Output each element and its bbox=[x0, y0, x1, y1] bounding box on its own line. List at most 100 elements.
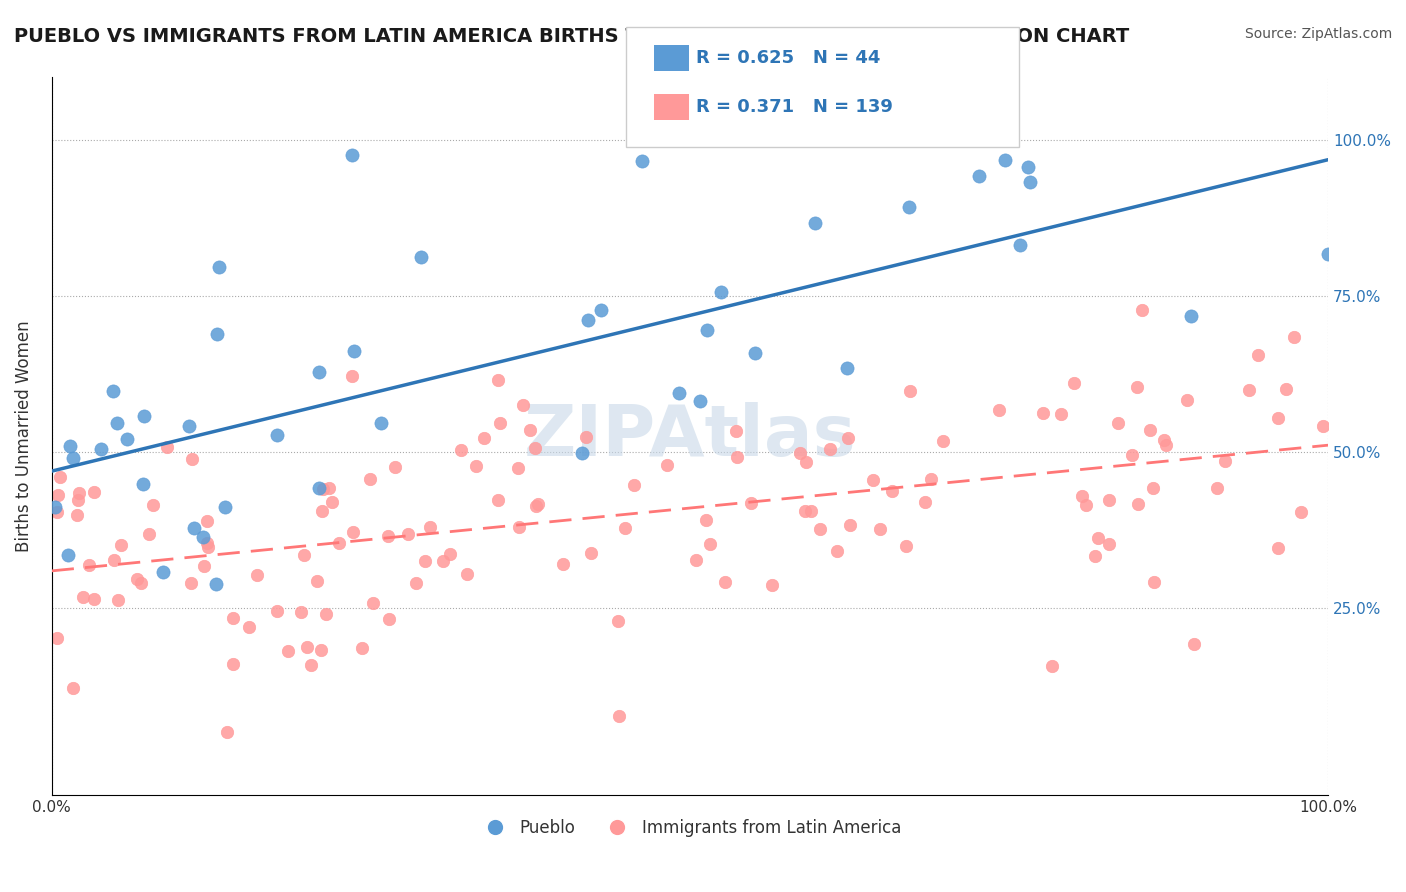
Point bbox=[1074, 498, 1097, 512]
Point bbox=[655, 458, 678, 473]
Point bbox=[1239, 383, 1261, 397]
Point bbox=[740, 496, 762, 510]
Point bbox=[1018, 176, 1040, 190]
Point bbox=[307, 574, 329, 588]
Point bbox=[156, 440, 179, 454]
Point bbox=[804, 216, 827, 230]
Point bbox=[488, 492, 510, 507]
Point bbox=[138, 527, 160, 541]
Point bbox=[725, 450, 748, 464]
Point bbox=[1312, 419, 1334, 434]
Point bbox=[967, 169, 990, 183]
Point bbox=[1275, 382, 1298, 396]
Point bbox=[1142, 482, 1164, 496]
Point bbox=[295, 640, 318, 654]
Point bbox=[384, 459, 406, 474]
Point bbox=[512, 398, 534, 412]
Point bbox=[342, 343, 364, 358]
Point bbox=[77, 558, 100, 572]
Point bbox=[195, 514, 218, 528]
Point bbox=[1008, 238, 1031, 252]
Point bbox=[689, 394, 711, 409]
Point bbox=[208, 260, 231, 275]
Point bbox=[1084, 549, 1107, 563]
Point bbox=[110, 538, 132, 552]
Point bbox=[49, 470, 72, 484]
Text: PUEBLO VS IMMIGRANTS FROM LATIN AMERICA BIRTHS TO UNMARRIED WOMEN CORRELATION CH: PUEBLO VS IMMIGRANTS FROM LATIN AMERICA … bbox=[14, 27, 1129, 45]
Point bbox=[894, 539, 917, 553]
Point bbox=[1154, 438, 1177, 452]
Point bbox=[519, 423, 541, 437]
Point bbox=[456, 566, 478, 581]
Point bbox=[214, 500, 236, 515]
Point bbox=[1213, 454, 1236, 468]
Point bbox=[1316, 247, 1339, 261]
Point bbox=[101, 384, 124, 398]
Point bbox=[67, 485, 90, 500]
Point bbox=[464, 458, 486, 473]
Point bbox=[825, 544, 848, 558]
Point bbox=[898, 384, 921, 399]
Legend: Pueblo, Immigrants from Latin America: Pueblo, Immigrants from Latin America bbox=[471, 813, 908, 844]
Point bbox=[1071, 489, 1094, 503]
Point bbox=[290, 605, 312, 619]
Point bbox=[370, 417, 392, 431]
Point bbox=[238, 619, 260, 633]
Point bbox=[794, 455, 817, 469]
Point bbox=[789, 446, 811, 460]
Point bbox=[342, 148, 364, 162]
Point bbox=[83, 592, 105, 607]
Point bbox=[835, 360, 858, 375]
Point bbox=[142, 498, 165, 512]
Y-axis label: Births to Unmarried Women: Births to Unmarried Women bbox=[15, 320, 32, 552]
Point bbox=[215, 725, 238, 739]
Point bbox=[486, 372, 509, 386]
Point bbox=[579, 546, 602, 560]
Point bbox=[277, 644, 299, 658]
Point bbox=[898, 200, 921, 214]
Point bbox=[193, 558, 215, 573]
Point bbox=[695, 512, 717, 526]
Point bbox=[46, 488, 69, 502]
Point bbox=[152, 566, 174, 580]
Text: Source: ZipAtlas.com: Source: ZipAtlas.com bbox=[1244, 27, 1392, 41]
Point bbox=[576, 313, 599, 327]
Point bbox=[411, 250, 433, 264]
Point bbox=[292, 549, 315, 563]
Point bbox=[1050, 407, 1073, 421]
Point bbox=[1121, 448, 1143, 462]
Point bbox=[524, 441, 547, 455]
Point bbox=[66, 508, 89, 522]
Point bbox=[631, 154, 654, 169]
Point bbox=[378, 612, 401, 626]
Point bbox=[197, 540, 219, 554]
Point bbox=[1267, 410, 1289, 425]
Point bbox=[607, 614, 630, 628]
Point bbox=[342, 525, 364, 540]
Point bbox=[1087, 531, 1109, 545]
Point bbox=[668, 386, 690, 401]
Point bbox=[318, 481, 340, 495]
Point bbox=[489, 417, 512, 431]
Point bbox=[222, 611, 245, 625]
Point bbox=[1098, 537, 1121, 551]
Point bbox=[1206, 481, 1229, 495]
Point bbox=[66, 493, 89, 508]
Point bbox=[308, 366, 330, 380]
Point bbox=[1267, 541, 1289, 555]
Point bbox=[914, 494, 936, 508]
Point bbox=[800, 504, 823, 518]
Point bbox=[1098, 493, 1121, 508]
Point bbox=[1031, 406, 1053, 420]
Point bbox=[309, 643, 332, 657]
Point bbox=[363, 596, 385, 610]
Point bbox=[131, 476, 153, 491]
Point bbox=[195, 536, 218, 550]
Point bbox=[818, 442, 841, 456]
Point bbox=[1182, 636, 1205, 650]
Point bbox=[72, 590, 94, 604]
Point bbox=[1291, 505, 1313, 519]
Point bbox=[506, 461, 529, 475]
Point bbox=[932, 434, 955, 449]
Point bbox=[696, 323, 718, 337]
